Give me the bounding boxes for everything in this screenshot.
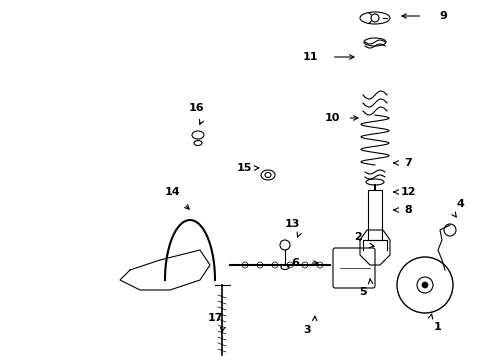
Text: 6: 6	[291, 258, 299, 268]
Text: 5: 5	[359, 287, 367, 297]
Text: 7: 7	[404, 158, 412, 168]
Text: 12: 12	[400, 187, 416, 197]
Text: 4: 4	[456, 199, 464, 209]
Text: 16: 16	[188, 103, 204, 113]
Text: 14: 14	[164, 187, 180, 197]
Text: 10: 10	[324, 113, 340, 123]
Text: 11: 11	[302, 52, 318, 62]
Text: 2: 2	[354, 232, 362, 242]
Text: 13: 13	[284, 219, 300, 229]
Text: 15: 15	[236, 163, 252, 173]
Text: 9: 9	[439, 11, 447, 21]
Circle shape	[422, 282, 428, 288]
Text: 3: 3	[303, 325, 311, 335]
Text: 17: 17	[207, 313, 223, 323]
Bar	[368, 190, 382, 240]
Text: 8: 8	[404, 205, 412, 215]
Text: 1: 1	[434, 322, 442, 332]
